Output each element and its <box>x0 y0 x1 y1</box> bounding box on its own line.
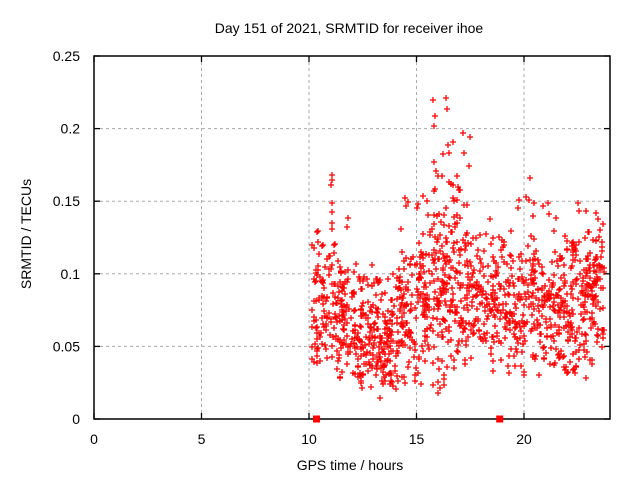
y-tick-label: 0.05 <box>53 338 80 354</box>
y-tick-label: 0.25 <box>53 48 80 64</box>
y-tick-labels: 0 0.05 0.1 0.15 0.2 0.25 <box>53 48 80 427</box>
x-tick-label: 5 <box>198 431 206 447</box>
y-tick-label: 0 <box>72 411 80 427</box>
x-tick-label: 20 <box>516 431 532 447</box>
x-tick-label: 10 <box>301 431 317 447</box>
y-tick-label: 0.2 <box>61 121 81 137</box>
axis-marker-square <box>313 415 321 423</box>
axis-marker-squares <box>313 415 504 423</box>
y-tick-label: 0.15 <box>53 193 80 209</box>
x-axis-label: GPS time / hours <box>297 457 404 473</box>
plot-border <box>93 55 611 420</box>
y-axis-label: SRMTID / TECUs <box>18 179 34 289</box>
x-tick-label: 15 <box>409 431 425 447</box>
axis-marker-square <box>496 415 504 423</box>
y-tick-label: 0.1 <box>61 266 81 282</box>
scatter-data-points <box>309 95 607 401</box>
x-tick-label: 0 <box>90 431 98 447</box>
chart-title: Day 151 of 2021, SRMTID for receiver iho… <box>215 20 484 36</box>
x-tick-labels: 0 5 10 15 20 <box>90 431 532 447</box>
